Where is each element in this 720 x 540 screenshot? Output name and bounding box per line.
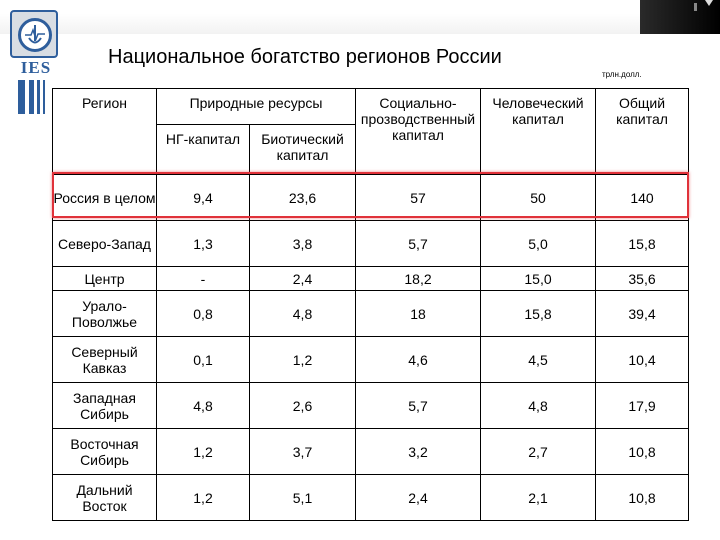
cell-human: 50 [480, 174, 596, 221]
cell-ng: 0,8 [156, 290, 250, 337]
header-total-capital: Общий капитал [595, 88, 689, 175]
cell-social: 5,7 [355, 220, 481, 267]
cell-human: 4,8 [480, 382, 596, 429]
cell-region: Дальний Восток [52, 474, 157, 521]
header-bio-capital: Биотический капитал [249, 124, 356, 175]
cell-region: Западная Сибирь [52, 382, 157, 429]
cell-ng: 1,2 [156, 428, 250, 475]
cell-social: 18 [355, 290, 481, 337]
table-row: Дальний Восток 1,2 5,1 2,4 2,1 10,8 [52, 474, 689, 521]
header-natural-resources: Природные ресурсы [156, 88, 356, 125]
cell-bio: 2,6 [249, 382, 356, 429]
table-row: Россия в целом 9,4 23,6 57 50 140 [52, 174, 689, 221]
cell-region: Россия в целом [52, 174, 157, 221]
cell-total: 17,9 [595, 382, 689, 429]
slide-title: Национальное богатство регионов России [108, 46, 502, 68]
header-ng-capital: НГ-капитал [156, 124, 250, 175]
cell-human: 5,0 [480, 220, 596, 267]
cell-region: Урало-Поволжье [52, 290, 157, 337]
cell-region: Центр [52, 266, 157, 291]
wealth-table: Регион Природные ресурсы Социально-прозв… [52, 88, 689, 521]
cell-total: 15,8 [595, 220, 689, 267]
cell-human: 15,8 [480, 290, 596, 337]
table-row: Северный Кавказ 0,1 1,2 4,6 4,5 10,4 [52, 336, 689, 383]
cell-region: Северный Кавказ [52, 336, 157, 383]
header-region: Регион [52, 88, 157, 175]
cell-total: 10,4 [595, 336, 689, 383]
cell-total: 10,8 [595, 474, 689, 521]
cell-ng: 0,1 [156, 336, 250, 383]
cell-ng: 1,2 [156, 474, 250, 521]
table-row: Центр -2,4 18,2 15,0 35,6 [52, 266, 689, 291]
cell-social: 2,4 [355, 474, 481, 521]
cell-social: 18,2 [355, 266, 481, 291]
dropdown-arrow-icon[interactable] [705, 0, 713, 6]
logo-text: IES [20, 58, 52, 77]
cell-bio: 3,7 [249, 428, 356, 475]
cell-ng: 4,8 [156, 382, 250, 429]
cell-region: Северо-Запад [52, 220, 157, 267]
top-bar-notch [694, 3, 697, 11]
table-row: Западная Сибирь 4,8 2,6 5,7 4,8 17,9 [52, 382, 689, 429]
cell-total: 35,6 [595, 266, 689, 291]
cell-bio: 1,2 [249, 336, 356, 383]
cell-human: 15,0 [480, 266, 596, 291]
unit-label: трлн.долл. [602, 70, 642, 79]
cell-human: 4,5 [480, 336, 596, 383]
cell-ng: 1,3 [156, 220, 250, 267]
logo-circle-icon [18, 18, 52, 52]
table-row: Северо-Запад 1,3 3,8 5,7 5,0 15,8 [52, 220, 689, 267]
header-social-capital: Социально-прозводственный капитал [355, 88, 481, 175]
cell-total: 10,8 [595, 428, 689, 475]
cell-region: Восточная Сибирь [52, 428, 157, 475]
cell-bio: 4,8 [249, 290, 356, 337]
cell-total: 39,4 [595, 290, 689, 337]
cell-social: 3,2 [355, 428, 481, 475]
cell-bio: 3,8 [249, 220, 356, 267]
cell-bio: 23,6 [249, 174, 356, 221]
cell-bio: 5,1 [249, 474, 356, 521]
logo-badge [10, 10, 58, 58]
slide-top-bar [0, 0, 720, 34]
cell-social: 5,7 [355, 382, 481, 429]
cell-human: 2,7 [480, 428, 596, 475]
header-human-capital: Человеческий капитал [480, 88, 596, 175]
table-row: Урало-Поволжье 0,8 4,8 18 15,8 39,4 [52, 290, 689, 337]
cell-social: 4,6 [355, 336, 481, 383]
cell-total: 140 [595, 174, 689, 221]
cell-ng: 9,4 [156, 174, 250, 221]
cell-social: 57 [355, 174, 481, 221]
cell-bio: 2,4 [249, 266, 356, 291]
cell-human: 2,1 [480, 474, 596, 521]
ies-logo: IES [10, 10, 62, 114]
table-row: Восточная Сибирь 1,2 3,7 3,2 2,7 10,8 [52, 428, 689, 475]
cell-ng: - [156, 266, 250, 291]
